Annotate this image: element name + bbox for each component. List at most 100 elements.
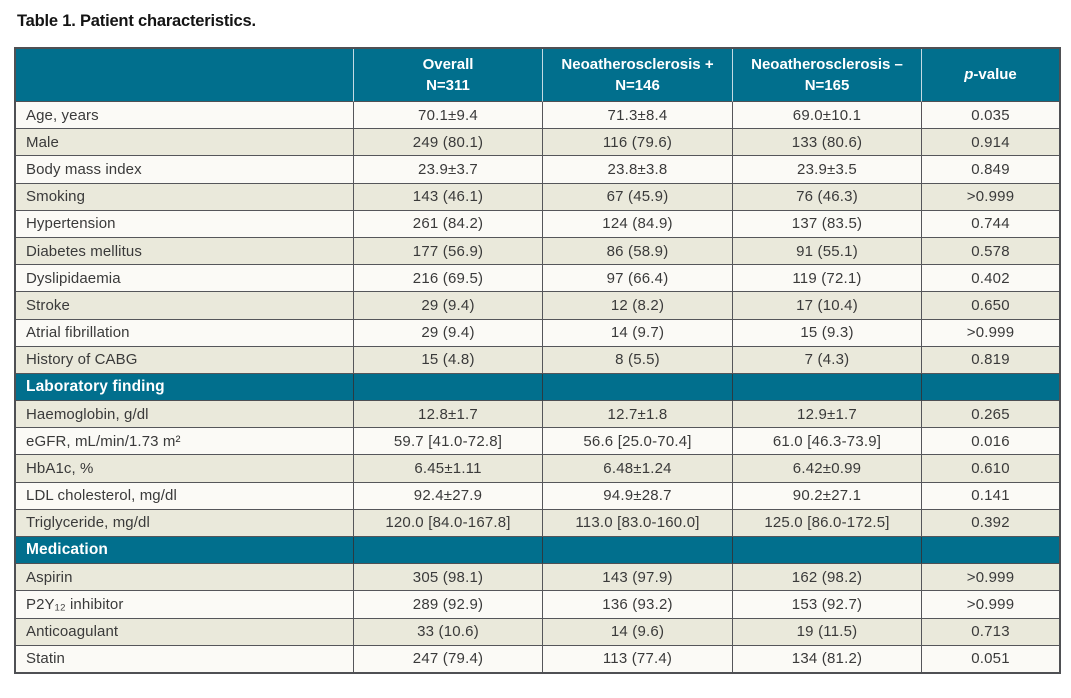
cell-value: 12.9±1.7 (733, 401, 922, 429)
section-empty-cell (543, 373, 733, 402)
cell-value: 76 (46.3) (733, 183, 922, 211)
cell-value: 94.9±28.7 (543, 482, 733, 510)
cell-value: 0.402 (922, 265, 1059, 293)
cell-value: 14 (9.6) (543, 618, 733, 646)
section-row: Medication (16, 537, 1059, 565)
cell-value: 0.610 (922, 455, 1059, 483)
cell-value: 7 (4.3) (733, 346, 922, 374)
table-row: Aspirin 305 (98.1) 143 (97.9) 162 (98.2) >0.… (16, 564, 1059, 592)
cell-value: 23.9±3.7 (354, 156, 543, 184)
table-row: HbA1c, % 6.45±1.11 6.48±1.24 6.42±0.99 0.610 (16, 455, 1059, 483)
cell-value: 14 (9.7) (543, 319, 733, 347)
table-row: Male 249 (80.1) 116 (79.6) 133 (80.6) 0.914 (16, 129, 1059, 157)
table-row: LDL cholesterol, mg/dl 92.4±27.9 94.9±28.7… (16, 482, 1059, 510)
cell-value: 143 (97.9) (543, 564, 733, 592)
column-n: N=165 (804, 77, 850, 94)
row-label: Male (16, 129, 354, 157)
column-label: Neoatherosclerosis – (751, 55, 903, 73)
patient-characteristics-table: Overall N=311 Neoatherosclerosis + N=146… (14, 47, 1061, 674)
cell-value: 71.3±8.4 (543, 102, 733, 130)
cell-value: 0.650 (922, 292, 1059, 320)
cell-value: 12.8±1.7 (354, 401, 543, 429)
section-row: Laboratory finding (16, 373, 1059, 402)
row-label: Triglyceride, mg/dl (16, 509, 354, 537)
cell-value: 12 (8.2) (543, 292, 733, 320)
table-header: Overall N=311 Neoatherosclerosis + N=146… (16, 49, 1059, 102)
cell-value: 0.849 (922, 156, 1059, 184)
cell-value: 162 (98.2) (733, 564, 922, 592)
cell-value: 61.0 [46.3-73.9] (733, 428, 922, 456)
row-label: HbA1c, % (16, 455, 354, 483)
cell-value: 0.578 (922, 237, 1059, 266)
cell-value: >0.999 (922, 564, 1059, 592)
cell-value: 86 (58.9) (543, 237, 733, 266)
cell-value: 0.051 (922, 645, 1059, 672)
table-row: Dyslipidaemia 216 (69.5) 97 (66.4) 119 (72.… (16, 265, 1059, 293)
cell-value: 29 (9.4) (354, 319, 543, 347)
cell-value: 8 (5.5) (543, 346, 733, 374)
cell-value: 91 (55.1) (733, 237, 922, 266)
section-empty-cell (922, 373, 1059, 402)
cell-value: 305 (98.1) (354, 564, 543, 592)
cell-value: 143 (46.1) (354, 183, 543, 211)
section-empty-cell (354, 537, 543, 565)
section-title: Medication (16, 537, 354, 565)
row-label: Statin (16, 645, 354, 672)
row-label: Age, years (16, 102, 354, 130)
cell-value: 136 (93.2) (543, 591, 733, 619)
table-caption: Table 1. Patient characteristics. (17, 12, 256, 30)
table-row: Anticoagulant 33 (10.6) 14 (9.6) 19 (11.5) 0… (16, 618, 1059, 646)
cell-value: 15 (4.8) (354, 346, 543, 374)
cell-value: 0.713 (922, 618, 1059, 646)
cell-value: 120.0 [84.0-167.8] (354, 509, 543, 537)
row-label: Aspirin (16, 564, 354, 592)
table-row: Stroke 29 (9.4) 12 (8.2) 17 (10.4) 0.650 (16, 292, 1059, 320)
row-label: Diabetes mellitus (16, 237, 354, 266)
row-label: eGFR, mL/min/1.73 m² (16, 428, 354, 456)
section-title: Laboratory finding (16, 373, 354, 402)
cell-value: 289 (92.9) (354, 591, 543, 619)
cell-value: 6.48±1.24 (543, 455, 733, 483)
cell-value: 113.0 [83.0-160.0] (543, 509, 733, 537)
table-row: Atrial fibrillation 29 (9.4) 14 (9.7) 15 (9… (16, 319, 1059, 347)
cell-value: 29 (9.4) (354, 292, 543, 320)
row-label: Smoking (16, 183, 354, 211)
section-empty-cell (543, 537, 733, 565)
cell-value: 17 (10.4) (733, 292, 922, 320)
cell-value: 249 (80.1) (354, 129, 543, 157)
cell-value: 133 (80.6) (733, 129, 922, 157)
row-label: Anticoagulant (16, 618, 354, 646)
cell-value: 56.6 [25.0-70.4] (543, 428, 733, 456)
cell-value: >0.999 (922, 319, 1059, 347)
cell-value: 116 (79.6) (543, 129, 733, 157)
cell-value: 23.9±3.5 (733, 156, 922, 184)
header-row: Overall N=311 Neoatherosclerosis + N=146… (16, 49, 1059, 102)
cell-value: >0.999 (922, 183, 1059, 211)
cell-value: 59.7 [41.0-72.8] (354, 428, 543, 456)
column-label-value: -value (973, 66, 1017, 84)
column-header-pvalue: p-value (922, 49, 1059, 102)
section-empty-cell (354, 373, 543, 402)
table-row: Age, years 70.1±9.4 71.3±8.4 69.0±10.1 0.035 (16, 102, 1059, 130)
row-label: History of CABG (16, 346, 354, 374)
table-row: Triglyceride, mg/dl 120.0 [84.0-167.8] 113… (16, 509, 1059, 537)
cell-value: 113 (77.4) (543, 645, 733, 672)
table-row: Hypertension 261 (84.2) 124 (84.9) 137 (83.… (16, 210, 1059, 238)
table-row: Smoking 143 (46.1) 67 (45.9) 76 (46.3) >0.99… (16, 183, 1059, 211)
column-header-overall: Overall N=311 (354, 49, 543, 102)
cell-value: 134 (81.2) (733, 645, 922, 672)
cell-value: 33 (10.6) (354, 618, 543, 646)
corner-header-cell (16, 49, 354, 102)
cell-value: 6.45±1.11 (354, 455, 543, 483)
table-row: Body mass index 23.9±3.7 23.8±3.8 23.9±3.5 0… (16, 156, 1059, 184)
section-empty-cell (733, 373, 922, 402)
table-row: P2Y₁₂ inhibitor 289 (92.9) 136 (93.2) 153 (… (16, 591, 1059, 619)
table-row: eGFR, mL/min/1.73 m² 59.7 [41.0-72.8] 56.6… (16, 428, 1059, 456)
row-label: Hypertension (16, 210, 354, 238)
cell-value: 67 (45.9) (543, 183, 733, 211)
cell-value: 0.265 (922, 401, 1059, 429)
cell-value: 0.016 (922, 428, 1059, 456)
cell-value: 19 (11.5) (733, 618, 922, 646)
cell-value: 119 (72.1) (733, 265, 922, 293)
